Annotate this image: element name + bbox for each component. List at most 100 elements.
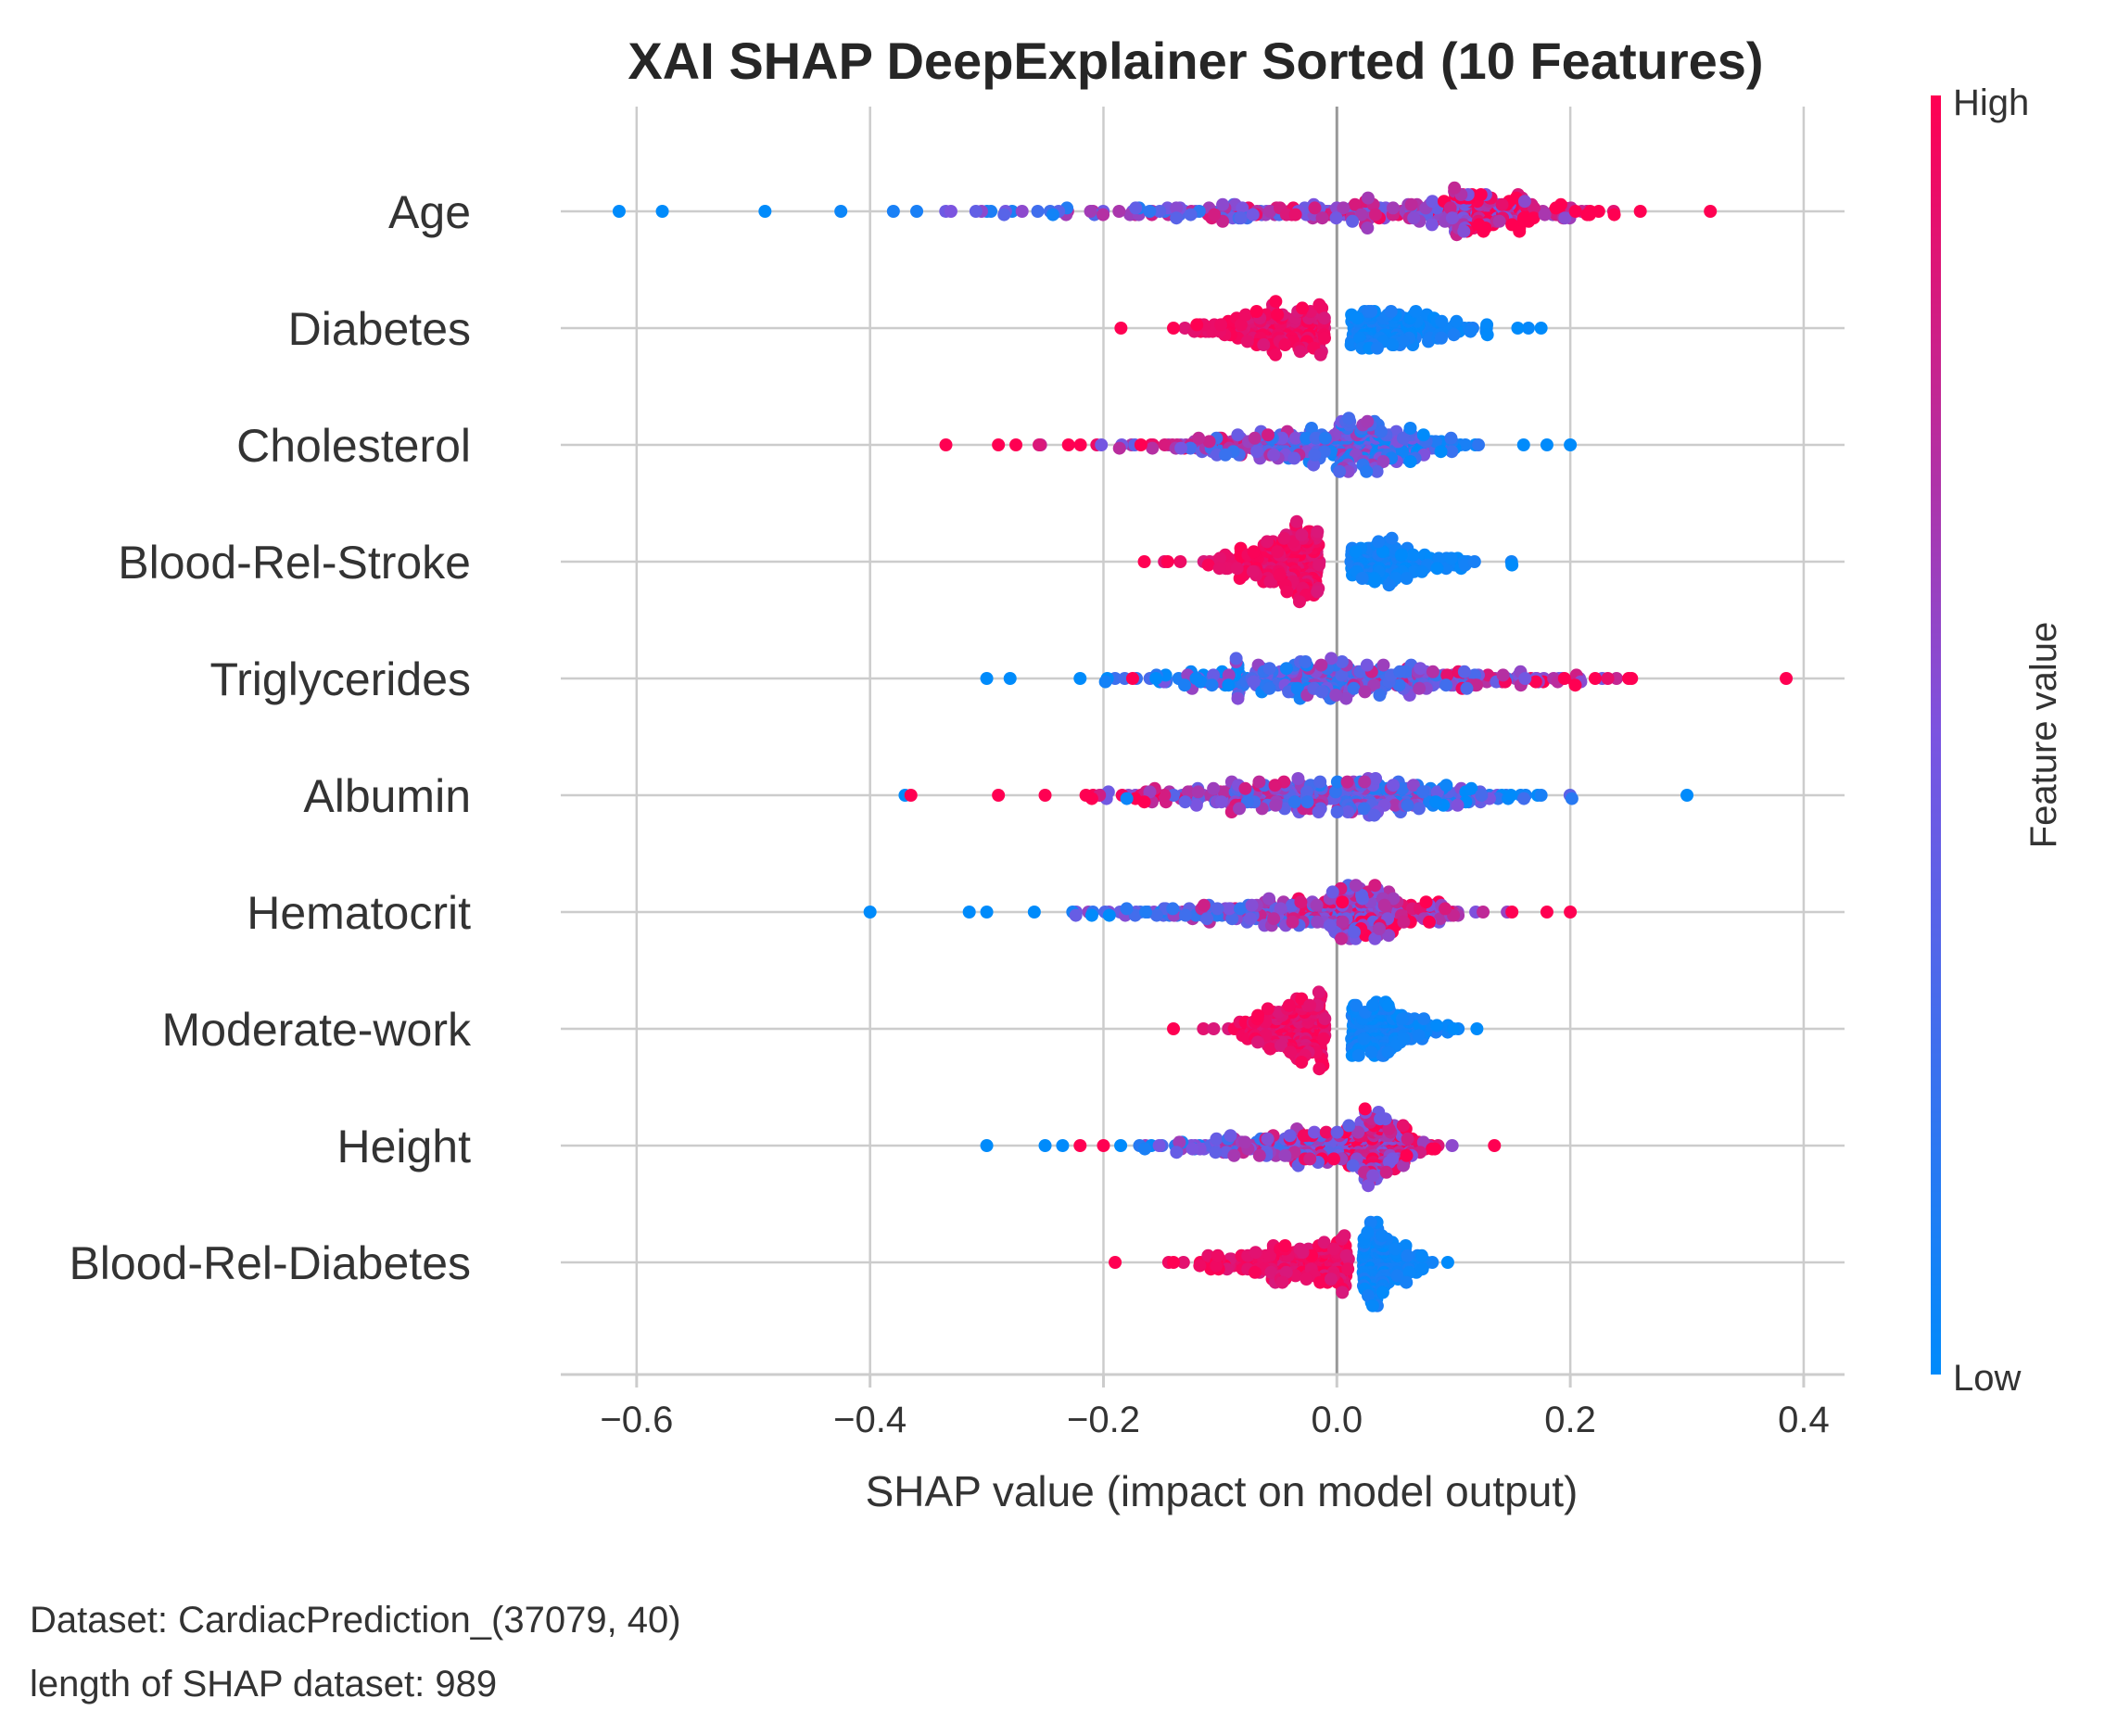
shap-point [1440, 668, 1454, 682]
shap-point [1376, 455, 1390, 468]
shap-point [1210, 1132, 1224, 1146]
shap-point [1389, 1242, 1402, 1256]
shap-point [1404, 197, 1418, 211]
shap-point [1361, 1225, 1375, 1239]
shap-point [1361, 222, 1375, 234]
shap-point [1279, 662, 1293, 676]
shap-point [1337, 201, 1350, 215]
shap-point [1278, 338, 1292, 351]
shap-point [1458, 438, 1472, 451]
shap-point [904, 789, 918, 802]
shap-point [1315, 211, 1329, 225]
shap-point [1262, 428, 1275, 442]
shap-point [1368, 931, 1382, 945]
shap-point [1382, 1156, 1396, 1169]
shap-point [1015, 205, 1029, 218]
shap-point [1231, 691, 1245, 705]
shap-point [1191, 785, 1205, 799]
shap-point [1213, 551, 1227, 565]
shap-point [1294, 895, 1308, 909]
shap-point [1400, 572, 1414, 585]
shap-point [1460, 681, 1474, 695]
shap-point [1388, 798, 1401, 812]
shap-point [1325, 652, 1338, 665]
shap-point [1365, 998, 1379, 1012]
shap-point [1317, 1235, 1331, 1249]
shap-point [1364, 1045, 1378, 1059]
shap-point [1362, 1179, 1376, 1193]
shap-point [1293, 345, 1307, 359]
feature-labels: Age Diabetes Cholesterol Blood-Rel-Stroke Tr… [69, 186, 472, 1289]
shap-point [1382, 1122, 1396, 1135]
shap-point [1312, 985, 1325, 999]
shap-point [1214, 795, 1228, 809]
shap-point [1430, 1019, 1444, 1033]
shap-point [1517, 195, 1531, 209]
shap-point [1280, 585, 1294, 599]
shap-point [1448, 181, 1462, 195]
shap-point [1434, 331, 1448, 345]
shap-points [612, 181, 1794, 1312]
shap-point [992, 438, 1006, 451]
colorbar-high-label: High [1953, 82, 2029, 123]
shap-point [1470, 1022, 1484, 1035]
shap-point [1289, 514, 1303, 528]
shap-point [1308, 1125, 1322, 1139]
shap-point [997, 208, 1011, 222]
shap-point [1382, 578, 1396, 592]
shap-point [1069, 908, 1083, 922]
shap-point [1284, 1045, 1298, 1059]
shap-point [1097, 1139, 1110, 1152]
shap-point [1568, 678, 1582, 692]
shap-point [1299, 655, 1312, 668]
shap-point [1329, 211, 1343, 225]
shap-point [1314, 658, 1328, 672]
shap-point [1401, 1132, 1414, 1146]
shap-point [1201, 558, 1215, 572]
shap-point [1300, 785, 1313, 799]
shap-point [1260, 535, 1274, 549]
shap-point [984, 205, 998, 218]
shap-point [1288, 208, 1302, 222]
shap-point [1158, 789, 1172, 802]
shap-point [1492, 214, 1506, 228]
shap-point [1309, 431, 1323, 445]
shap-point [1336, 915, 1350, 929]
shap-point [1271, 308, 1285, 322]
shap-point [1325, 885, 1339, 899]
shap-point [1417, 1012, 1431, 1026]
x-tick-label: −0.6 [600, 1400, 673, 1440]
shap-point [1495, 197, 1509, 211]
shap-point [1137, 795, 1151, 809]
shap-point [1426, 1256, 1439, 1269]
shap-point [1312, 1062, 1326, 1076]
shap-point [1033, 438, 1046, 451]
shap-point [1152, 1139, 1166, 1152]
shap-point [1197, 898, 1211, 912]
shap-point [1173, 1135, 1186, 1149]
shap-point [1375, 1229, 1389, 1243]
shap-point [1178, 795, 1192, 809]
shap-point [1480, 318, 1494, 332]
shap-point [1214, 318, 1228, 332]
shap-point [1568, 205, 1582, 218]
shap-point [1208, 208, 1222, 222]
shap-point [1170, 1146, 1184, 1159]
shap-point [1399, 1239, 1413, 1252]
shap-point [1393, 665, 1407, 678]
shap-point [1120, 902, 1134, 916]
shap-point [1351, 1125, 1365, 1139]
shap-point [834, 205, 848, 218]
shap-point [1338, 1229, 1351, 1243]
shap-point [1268, 779, 1282, 792]
shap-point [1342, 412, 1356, 425]
shap-point [1102, 908, 1116, 922]
shap-point [1295, 528, 1309, 542]
shap-point [1402, 1265, 1416, 1279]
shap-point [1477, 224, 1490, 238]
shap-point [1361, 191, 1375, 205]
shap-point [1633, 205, 1647, 218]
shap-point [1558, 211, 1572, 225]
shap-point [655, 205, 669, 218]
shap-point [1336, 895, 1350, 909]
